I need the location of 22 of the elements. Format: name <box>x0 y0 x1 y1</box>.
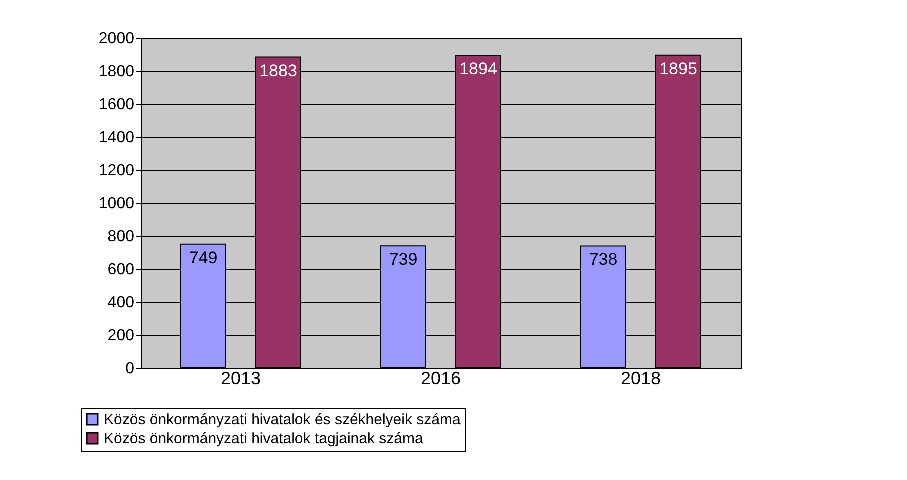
x-tick-label: 2016 <box>420 368 462 388</box>
y-tick-label: 800 <box>108 228 135 246</box>
data-label: 1883 <box>260 61 298 80</box>
data-label: 1894 <box>460 59 498 78</box>
y-tick-label: 400 <box>108 294 135 312</box>
y-tick-label: 1800 <box>98 64 135 80</box>
y-tick-label: 0 <box>126 360 135 378</box>
y-tick-label: 200 <box>108 328 135 344</box>
y-tick-label: 1400 <box>98 130 135 146</box>
y-tick-label: 600 <box>108 262 135 278</box>
y-tick-label: 1200 <box>98 162 135 180</box>
x-tick-label: 2018 <box>620 368 662 388</box>
data-label: 749 <box>189 248 218 268</box>
data-label: 738 <box>589 250 618 270</box>
data-label: 739 <box>389 250 418 270</box>
x-tick-label: 2013 <box>220 368 262 388</box>
y-tick-label: 1600 <box>98 96 135 114</box>
y-tick-label: 1000 <box>98 196 135 212</box>
y-tick-label: 2000 <box>98 30 135 48</box>
data-label: 1895 <box>660 59 698 78</box>
legend-label: Közös önkormányzati hivatalok tagjainak száma <box>104 430 424 448</box>
legend-label: Közös önkormányzati hivatalok és székhelyeik száma <box>104 412 462 428</box>
